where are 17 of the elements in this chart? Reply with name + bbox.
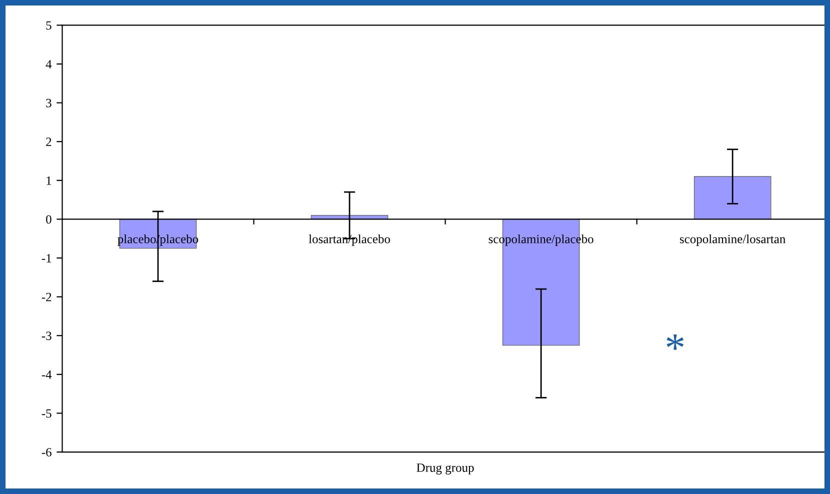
- y-tick-label: 1: [46, 176, 52, 185]
- y-tick-label: -3: [42, 332, 52, 340]
- x-tick-label: scopolamine/losartan: [680, 234, 786, 246]
- y-tick-label: -5: [42, 409, 52, 418]
- y-tick-label: 2: [46, 138, 52, 146]
- y-tick-label: 3: [46, 98, 52, 108]
- y-tick-label: -6: [42, 448, 52, 456]
- y-tick-label: -2: [42, 292, 52, 302]
- y-tick-label: -4: [42, 370, 52, 379]
- x-tick-label: losartan/placebo: [308, 234, 390, 246]
- x-axis-title: Drug group: [416, 464, 474, 474]
- bar: [694, 176, 772, 220]
- y-tick-label: 0: [46, 215, 52, 224]
- y-tick-label: 4: [46, 60, 52, 68]
- y-tick-label: -1: [42, 254, 52, 262]
- annotation: *: [666, 334, 684, 350]
- y-tick-label: 5: [46, 21, 52, 30]
